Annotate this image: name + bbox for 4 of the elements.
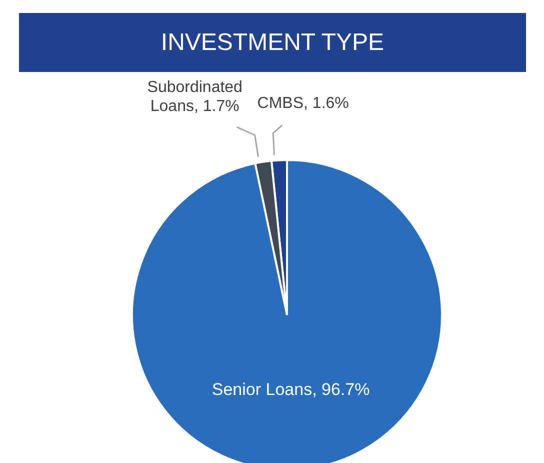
slice-label: CMBS, 1.6% [256, 94, 350, 114]
chart-title: INVESTMENT TYPE [19, 13, 526, 72]
slice-label: Senior Loans, 96.7% [210, 378, 371, 400]
slice-label: Subordinated Loans, 1.7% [146, 78, 244, 116]
